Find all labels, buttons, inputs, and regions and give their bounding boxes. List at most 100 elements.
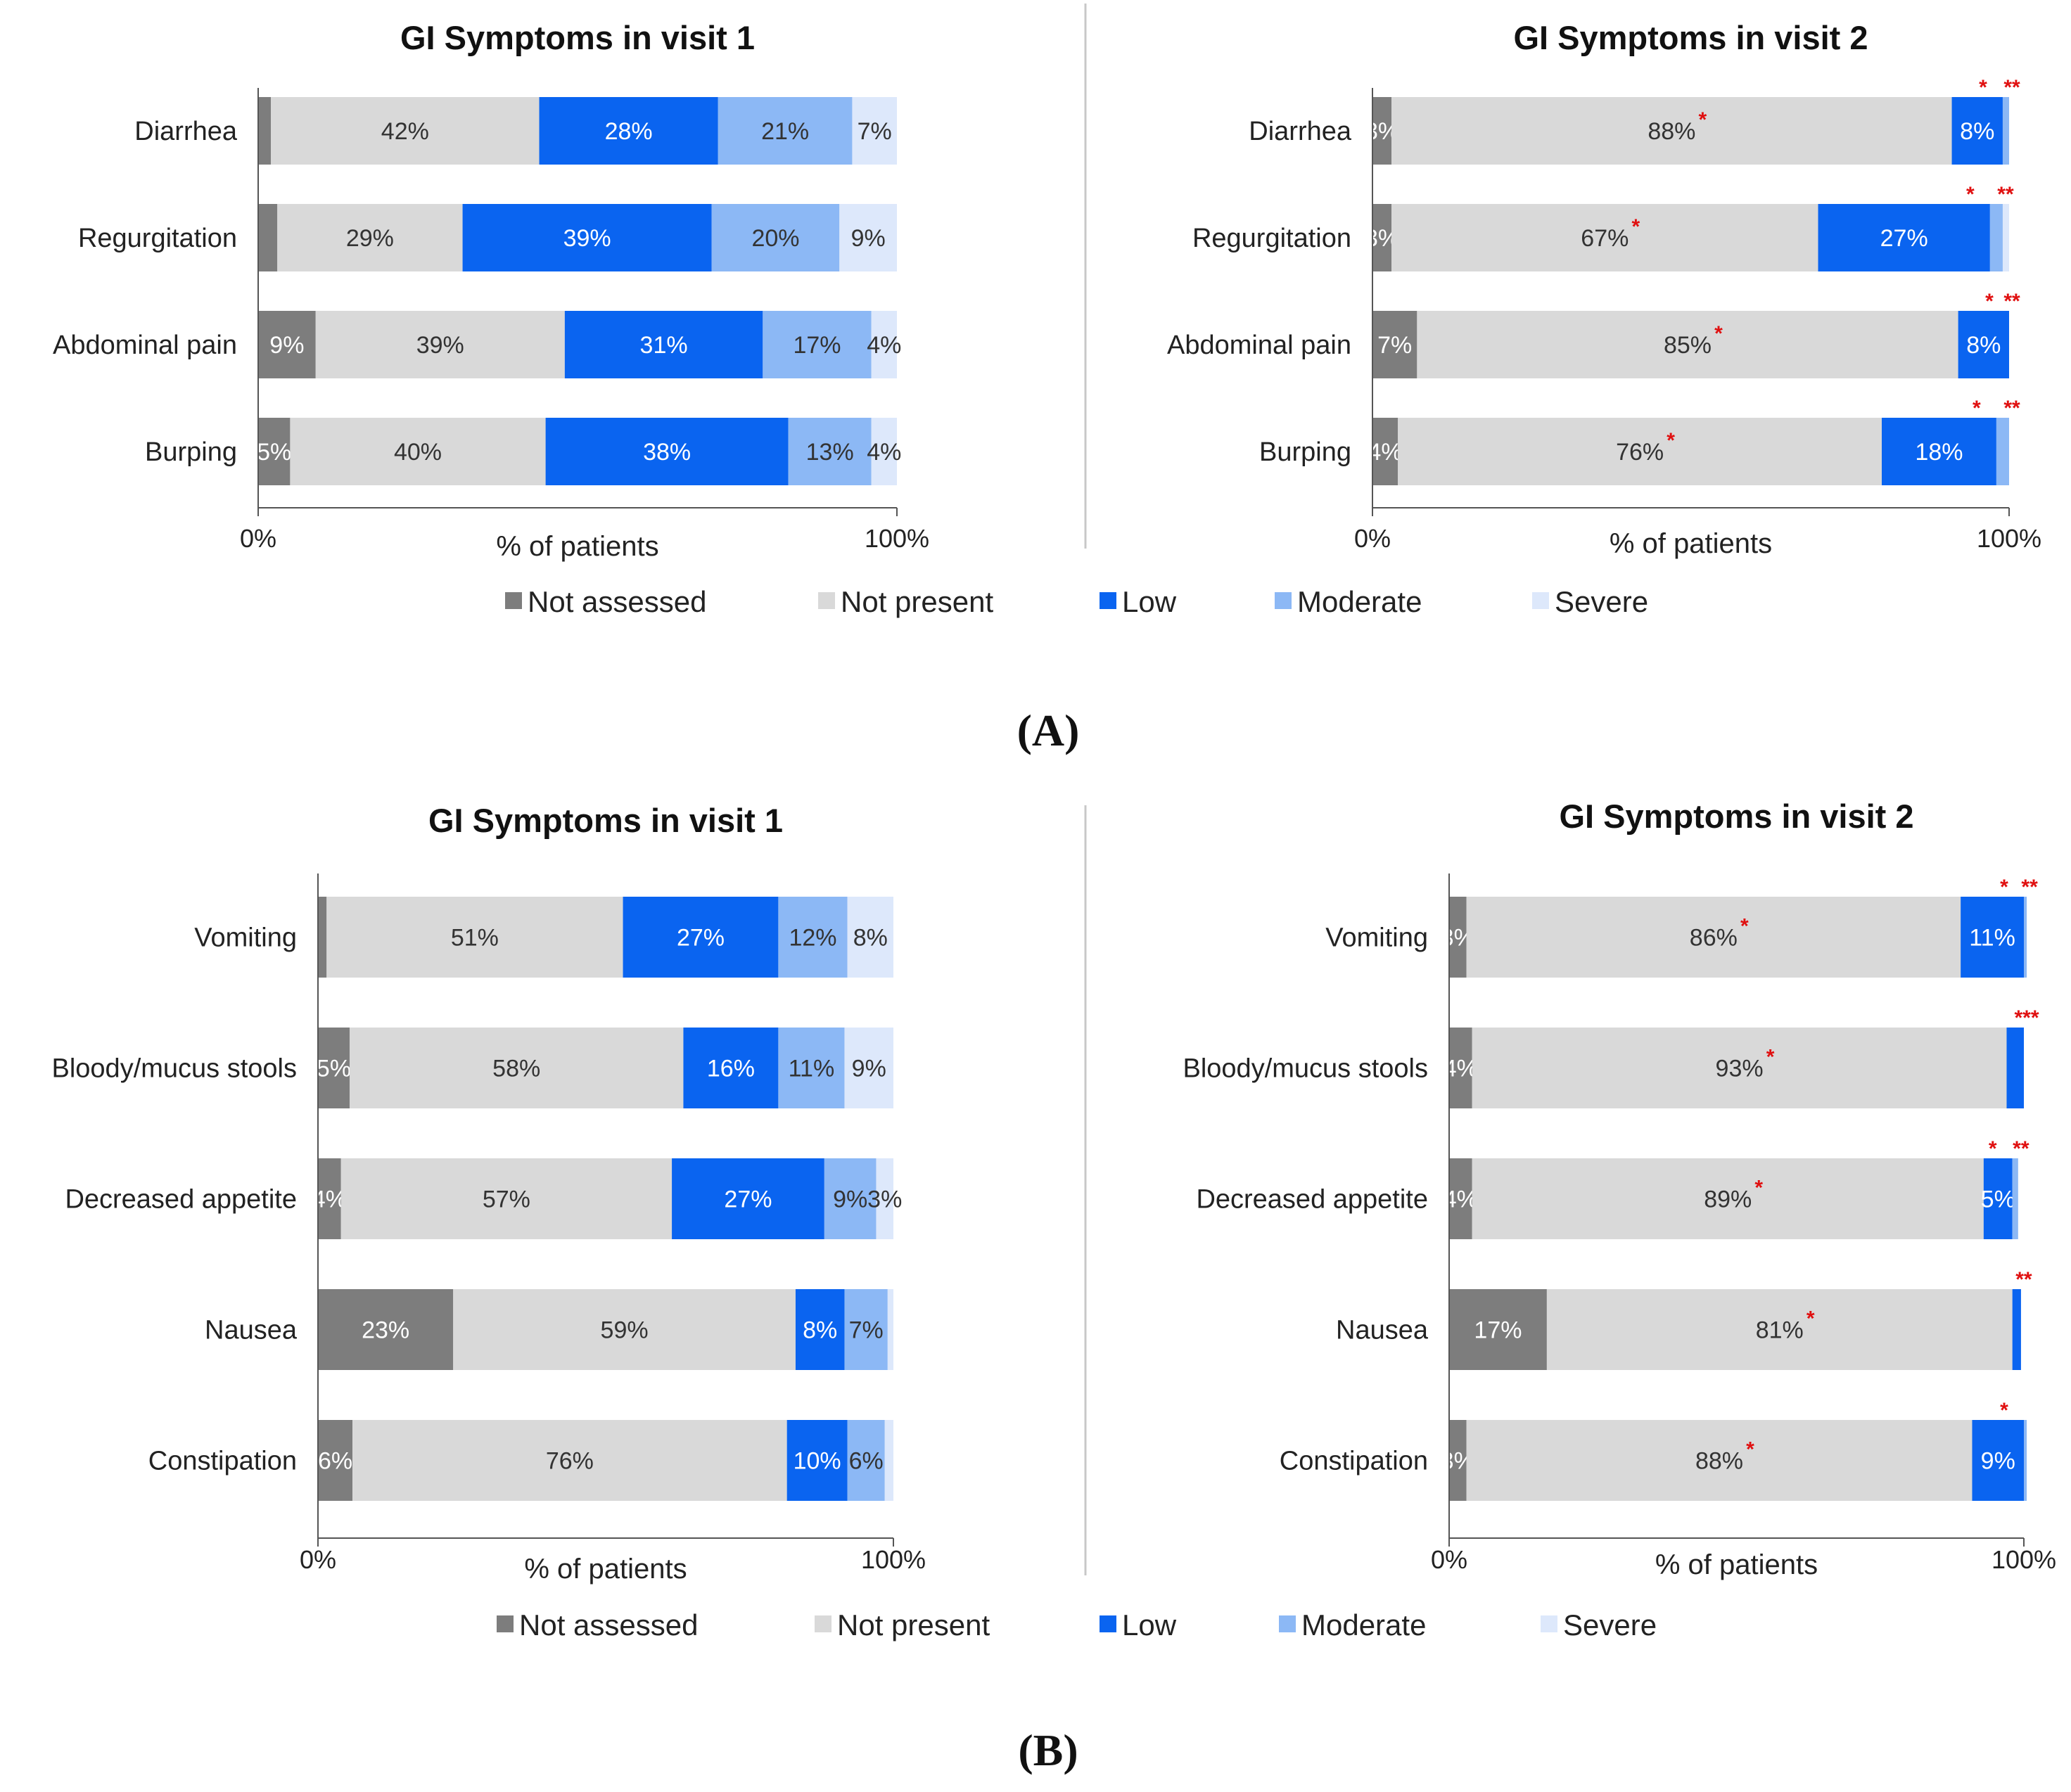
significance-marker-not-present-vomiting: *: [1740, 915, 1749, 938]
value-label-low-constipation: 10%: [794, 1448, 841, 1475]
bar-low-abdominal-pain: [1958, 311, 2009, 378]
bar-severe-decreased-appetite: [876, 1158, 893, 1239]
value-label-not-assessed-constipation: 6%: [318, 1448, 352, 1475]
value-label-moderate-burping: 13%: [806, 439, 854, 466]
value-label-not-assessed-nausea: 17%: [1474, 1317, 1522, 1344]
bar-moderate-diarrhea: [718, 97, 853, 165]
category-label-diarrhea: Diarrhea: [134, 117, 238, 146]
value-label-moderate-constipation: 6%: [849, 1448, 884, 1475]
significance-marker-moderate-diarrhea: **: [2003, 76, 2020, 99]
category-label-burping: Burping: [145, 437, 237, 467]
value-label-not-present-regurgitation: 29%: [346, 225, 394, 252]
bar-low-burping: [1882, 418, 1996, 485]
legend-a: Not assessed Not present Low Moderate Severe: [505, 585, 1648, 618]
panel-label-b: (B): [1018, 1725, 1078, 1775]
bar-moderate-decreased-appetite: [2012, 1158, 2018, 1239]
bar-severe-burping: [871, 418, 897, 485]
value-label-low-nausea: 8%: [803, 1317, 837, 1344]
bar-not-assessed-abdominal-pain: [1372, 311, 1417, 378]
value-label-severe-diarrhea: 7%: [858, 118, 892, 145]
legend-label-severe: Severe: [1563, 1608, 1657, 1641]
value-label-moderate-bloody-mucus-stools: 11%: [789, 1056, 835, 1082]
bar-not-assessed-vomiting: [318, 897, 327, 978]
chart-title: GI Symptoms in visit 2: [1559, 798, 1913, 835]
legend-swatch-not-assessed: [505, 592, 522, 609]
bar-not-present-regurgitation: [277, 204, 463, 271]
x-tick-label: 0%: [240, 524, 276, 553]
bar-not-present-nausea: [453, 1289, 796, 1370]
value-label-not-assessed-abdominal-pain: 9%: [269, 332, 304, 359]
category-label-burping: Burping: [1259, 437, 1351, 467]
category-label-nausea: Nausea: [205, 1316, 298, 1345]
bar-not-present-constipation: [352, 1420, 787, 1501]
legend-swatch-not-assessed: [497, 1615, 514, 1632]
value-label-low-bloody-mucus-stools: 16%: [707, 1056, 755, 1082]
value-label-not-present-vomiting: 86%: [1690, 925, 1738, 952]
bar-not-present-decreased-appetite: [340, 1158, 673, 1239]
bar-not-assessed-bloody-mucus-stools: [318, 1028, 350, 1108]
bar-not-assessed-vomiting: [1449, 897, 1467, 978]
chart-title: GI Symptoms in visit 1: [400, 19, 755, 56]
value-label-low-burping: 18%: [1915, 439, 1963, 466]
bar-not-present-regurgitation: [1391, 204, 1818, 271]
value-label-not-assessed-burping: 5%: [257, 439, 291, 466]
bar-not-present-burping: [1398, 418, 1882, 485]
legend-swatch-moderate: [1279, 1615, 1296, 1632]
chart-title: GI Symptoms in visit 1: [428, 802, 783, 839]
category-label-nausea: Nausea: [1336, 1316, 1429, 1345]
bar-not-assessed-burping: [258, 418, 291, 485]
bar-severe-diarrhea: [852, 97, 897, 165]
value-label-moderate-regurgitation: 20%: [751, 225, 799, 252]
value-label-low-decreased-appetite: 5%: [1981, 1186, 2015, 1213]
value-label-low-diarrhea: 28%: [605, 118, 653, 145]
value-label-not-present-vomiting: 51%: [451, 925, 499, 952]
x-tick-label: 0%: [300, 1545, 336, 1574]
category-label-abdominal-pain: Abdominal pain: [1167, 331, 1351, 360]
bar-not-present-abdominal-pain: [315, 311, 565, 378]
value-label-not-present-abdominal-pain: 39%: [416, 332, 464, 359]
bar-not-present-nausea: [1546, 1289, 2013, 1370]
legend-label-moderate: Moderate: [1301, 1608, 1426, 1641]
bar-moderate-burping: [788, 418, 872, 485]
significance-marker-not-present-bloody-mucus-stools: *: [1766, 1046, 1775, 1069]
bar-not-assessed-diarrhea: [258, 97, 272, 165]
value-label-not-present-constipation: 88%: [1695, 1448, 1743, 1475]
x-axis-title: % of patients: [1655, 1549, 1818, 1580]
value-label-moderate-diarrhea: 21%: [761, 118, 809, 145]
bar-moderate-abdominal-pain: [763, 311, 872, 378]
value-label-moderate-nausea: 7%: [849, 1317, 884, 1344]
bar-not-assessed-burping: [1372, 418, 1398, 485]
panel-label-a: (A): [1017, 705, 1080, 755]
bar-low-bloody-mucus-stools: [683, 1028, 779, 1108]
bar-not-assessed-constipation: [1449, 1420, 1467, 1501]
bar-not-assessed-nausea: [1449, 1289, 1547, 1370]
value-label-not-present-regurgitation: 67%: [1581, 225, 1629, 252]
significance-marker-low-decreased-appetite: *: [1989, 1137, 1997, 1160]
legend-label-not-assessed: Not assessed: [528, 585, 706, 618]
x-tick-label: 100%: [865, 524, 929, 553]
bar-severe-nausea: [887, 1289, 893, 1370]
significance-marker-low-diarrhea: *: [1979, 76, 1987, 99]
x-tick-label: 100%: [1992, 1545, 2056, 1574]
significance-marker-moderate-bloody-mucus-stools: ***: [2014, 1006, 2039, 1030]
bar-not-assessed-diarrhea: [1372, 97, 1392, 165]
category-label-decreased-appetite: Decreased appetite: [65, 1185, 297, 1215]
value-label-low-constipation: 9%: [1981, 1448, 2015, 1475]
bar-severe-abdominal-pain: [871, 311, 897, 378]
significance-marker-low-burping: *: [1973, 397, 1981, 420]
category-label-constipation: Constipation: [148, 1447, 297, 1476]
value-label-severe-decreased-appetite: 3%: [867, 1186, 902, 1213]
value-label-low-regurgitation: 27%: [1880, 225, 1928, 252]
value-label-low-diarrhea: 8%: [1960, 118, 1994, 145]
significance-marker-moderate-vomiting: **: [2021, 876, 2038, 899]
bar-low-regurgitation: [462, 204, 712, 271]
value-label-moderate-decreased-appetite: 9%: [833, 1186, 867, 1213]
legend-swatch-low: [1100, 1615, 1116, 1632]
category-label-diarrhea: Diarrhea: [1249, 117, 1352, 146]
value-label-not-present-decreased-appetite: 89%: [1704, 1186, 1752, 1213]
bar-severe-constipation: [884, 1420, 893, 1501]
bar-moderate-constipation: [2024, 1420, 2027, 1501]
category-label-regurgitation: Regurgitation: [78, 224, 237, 253]
bar-moderate-constipation: [847, 1420, 885, 1501]
